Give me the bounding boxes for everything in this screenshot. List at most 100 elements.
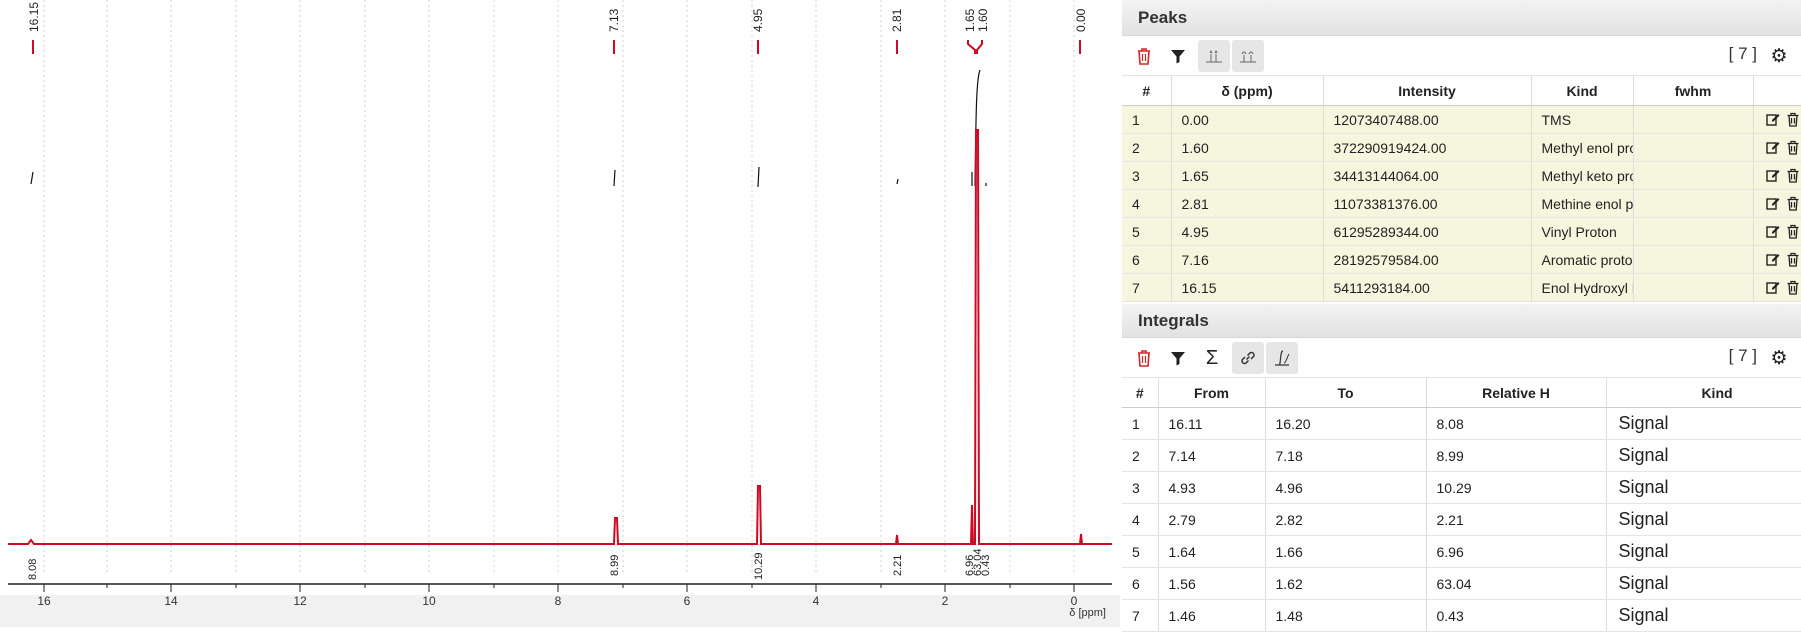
delete-icon[interactable]	[1128, 342, 1160, 374]
peak-cell-fwhm	[1633, 133, 1754, 162]
nmr-spectrum-chart[interactable]: 16.15 7.13 4.95 2.81 1.65 1.60 0.00 8.08…	[0, 0, 1120, 627]
link-icon[interactable]	[1232, 342, 1264, 374]
peak-label-1-60: 1.60	[976, 8, 990, 32]
integral-curve	[896, 178, 899, 185]
peak-cell-fwhm	[1633, 217, 1754, 246]
peaks-panel: Peaks [ 7 ] ⚙ # δ (ppm) Intensity Kind f…	[1122, 0, 1801, 306]
integral-icon[interactable]	[1266, 342, 1298, 374]
col-header[interactable]: Relative H	[1426, 378, 1607, 408]
peak-cell-kind: Methyl keto proton	[1531, 161, 1634, 190]
integral-cell-relH: 6.96	[1426, 535, 1607, 568]
integral-row[interactable]: 1 16.11 16.20 8.08 Signal	[1122, 407, 1801, 440]
integral-kind-select[interactable]: Signal	[1606, 535, 1801, 568]
integral-cell-to: 2.82	[1265, 503, 1427, 536]
col-header[interactable]: From	[1158, 378, 1266, 408]
peak-marker	[976, 40, 983, 54]
integral-kind-select[interactable]: Signal	[1606, 567, 1801, 600]
x-tick-label: 14	[164, 594, 178, 608]
integral-cell-from: 7.14	[1158, 439, 1266, 472]
peak-cell-fwhm	[1633, 245, 1754, 274]
edit-icon[interactable]	[1764, 112, 1780, 128]
integral-label: 10.29	[753, 552, 765, 580]
col-header[interactable]: #	[1122, 378, 1159, 408]
peaks-table: # δ (ppm) Intensity Kind fwhm 1 0.00 12073…	[1122, 76, 1801, 302]
peak-cell-kind: Enol Hydroxyl Proton	[1531, 273, 1634, 302]
integral-row[interactable]: 6 1.56 1.62 63.04 Signal	[1122, 567, 1801, 600]
filter-icon[interactable]	[1162, 342, 1194, 374]
integral-cell-from: 4.93	[1158, 471, 1266, 504]
integral-kind-select[interactable]: Signal	[1606, 503, 1801, 536]
integral-row[interactable]: 5 1.64 1.66 6.96 Signal	[1122, 535, 1801, 568]
trash-icon[interactable]	[1784, 140, 1800, 156]
col-header[interactable]: To	[1265, 378, 1427, 408]
integral-kind-value: Signal	[1618, 445, 1669, 465]
col-header[interactable]: #	[1122, 76, 1172, 106]
sum-icon[interactable]: Σ	[1205, 346, 1219, 369]
integral-cell-no: 1	[1122, 407, 1159, 440]
peak-row-actions	[1753, 273, 1801, 302]
integral-cell-relH: 8.99	[1426, 439, 1607, 472]
integrals-toolbar: Σ [ 7 ] ⚙	[1122, 338, 1801, 378]
peak-row-actions	[1753, 161, 1801, 190]
integral-kind-select[interactable]: Signal	[1606, 471, 1801, 504]
trash-icon[interactable]	[1784, 196, 1800, 212]
integral-cell-to: 1.66	[1265, 535, 1427, 568]
integral-kind-value: Signal	[1618, 509, 1669, 529]
x-tick-label: 10	[422, 594, 436, 608]
edit-icon[interactable]	[1764, 252, 1780, 268]
edit-icon[interactable]	[1764, 224, 1780, 240]
edit-icon[interactable]	[1764, 168, 1780, 184]
peak-cell-intensity: 34413144064.00	[1323, 161, 1532, 190]
col-header[interactable]: Intensity	[1323, 76, 1532, 106]
integrals-table: # From To Relative H Kind 1 16.11 16.20 8.0…	[1122, 378, 1801, 632]
peak-row[interactable]: 5 4.95 61295289344.00 Vinyl Proton	[1122, 217, 1801, 246]
integral-row[interactable]: 4 2.79 2.82 2.21 Signal	[1122, 503, 1801, 536]
edit-icon[interactable]	[1764, 196, 1780, 212]
trash-icon[interactable]	[1784, 280, 1800, 296]
integral-kind-select[interactable]: Signal	[1606, 407, 1801, 440]
peak-cell-no: 7	[1122, 273, 1172, 302]
integral-cell-to: 1.62	[1265, 567, 1427, 600]
peak-row-actions	[1753, 105, 1801, 134]
multiplet-icon[interactable]	[1232, 40, 1264, 72]
peak-cell-no: 1	[1122, 105, 1172, 134]
integral-kind-value: Signal	[1618, 605, 1669, 625]
integrals-panel-title[interactable]: Integrals	[1122, 304, 1801, 338]
peak-cell-ppm: 16.15	[1171, 273, 1324, 302]
peak-row[interactable]: 1 0.00 12073407488.00 TMS	[1122, 105, 1801, 134]
filter-icon[interactable]	[1162, 40, 1194, 72]
peak-cell-kind: Methine enol proton	[1531, 189, 1634, 218]
peak-cell-ppm: 7.16	[1171, 245, 1324, 274]
delete-icon[interactable]	[1128, 40, 1160, 72]
col-header[interactable]: δ (ppm)	[1171, 76, 1324, 106]
peak-cell-intensity: 11073381376.00	[1323, 189, 1532, 218]
integral-cell-from: 16.11	[1158, 407, 1266, 440]
settings-icon[interactable]: ⚙	[1770, 347, 1788, 369]
trash-icon[interactable]	[1784, 252, 1800, 268]
trash-icon[interactable]	[1784, 224, 1800, 240]
peak-label-7-13: 7.13	[607, 8, 621, 32]
edit-icon[interactable]	[1764, 140, 1780, 156]
peak-shape-icon[interactable]	[1198, 40, 1230, 72]
integral-curve	[757, 166, 760, 188]
trash-icon[interactable]	[1784, 168, 1800, 184]
peak-row[interactable]: 6 7.16 28192579584.00 Aromatic proton	[1122, 245, 1801, 274]
trash-icon[interactable]	[1784, 112, 1800, 128]
peak-row-actions	[1753, 245, 1801, 274]
settings-icon[interactable]: ⚙	[1770, 45, 1788, 67]
integral-row[interactable]: 2 7.14 7.18 8.99 Signal	[1122, 439, 1801, 472]
col-header[interactable]: Kind	[1531, 76, 1634, 106]
col-header[interactable]: fwhm	[1633, 76, 1754, 106]
integral-cell-from: 1.56	[1158, 567, 1266, 600]
col-header[interactable]: Kind	[1606, 378, 1801, 408]
peaks-panel-title[interactable]: Peaks	[1122, 0, 1801, 36]
integral-cell-no: 3	[1122, 471, 1159, 504]
edit-icon[interactable]	[1764, 280, 1780, 296]
integral-kind-value: Signal	[1618, 573, 1669, 593]
integral-row[interactable]: 3 4.93 4.96 10.29 Signal	[1122, 471, 1801, 504]
integral-kind-select[interactable]: Signal	[1606, 439, 1801, 472]
